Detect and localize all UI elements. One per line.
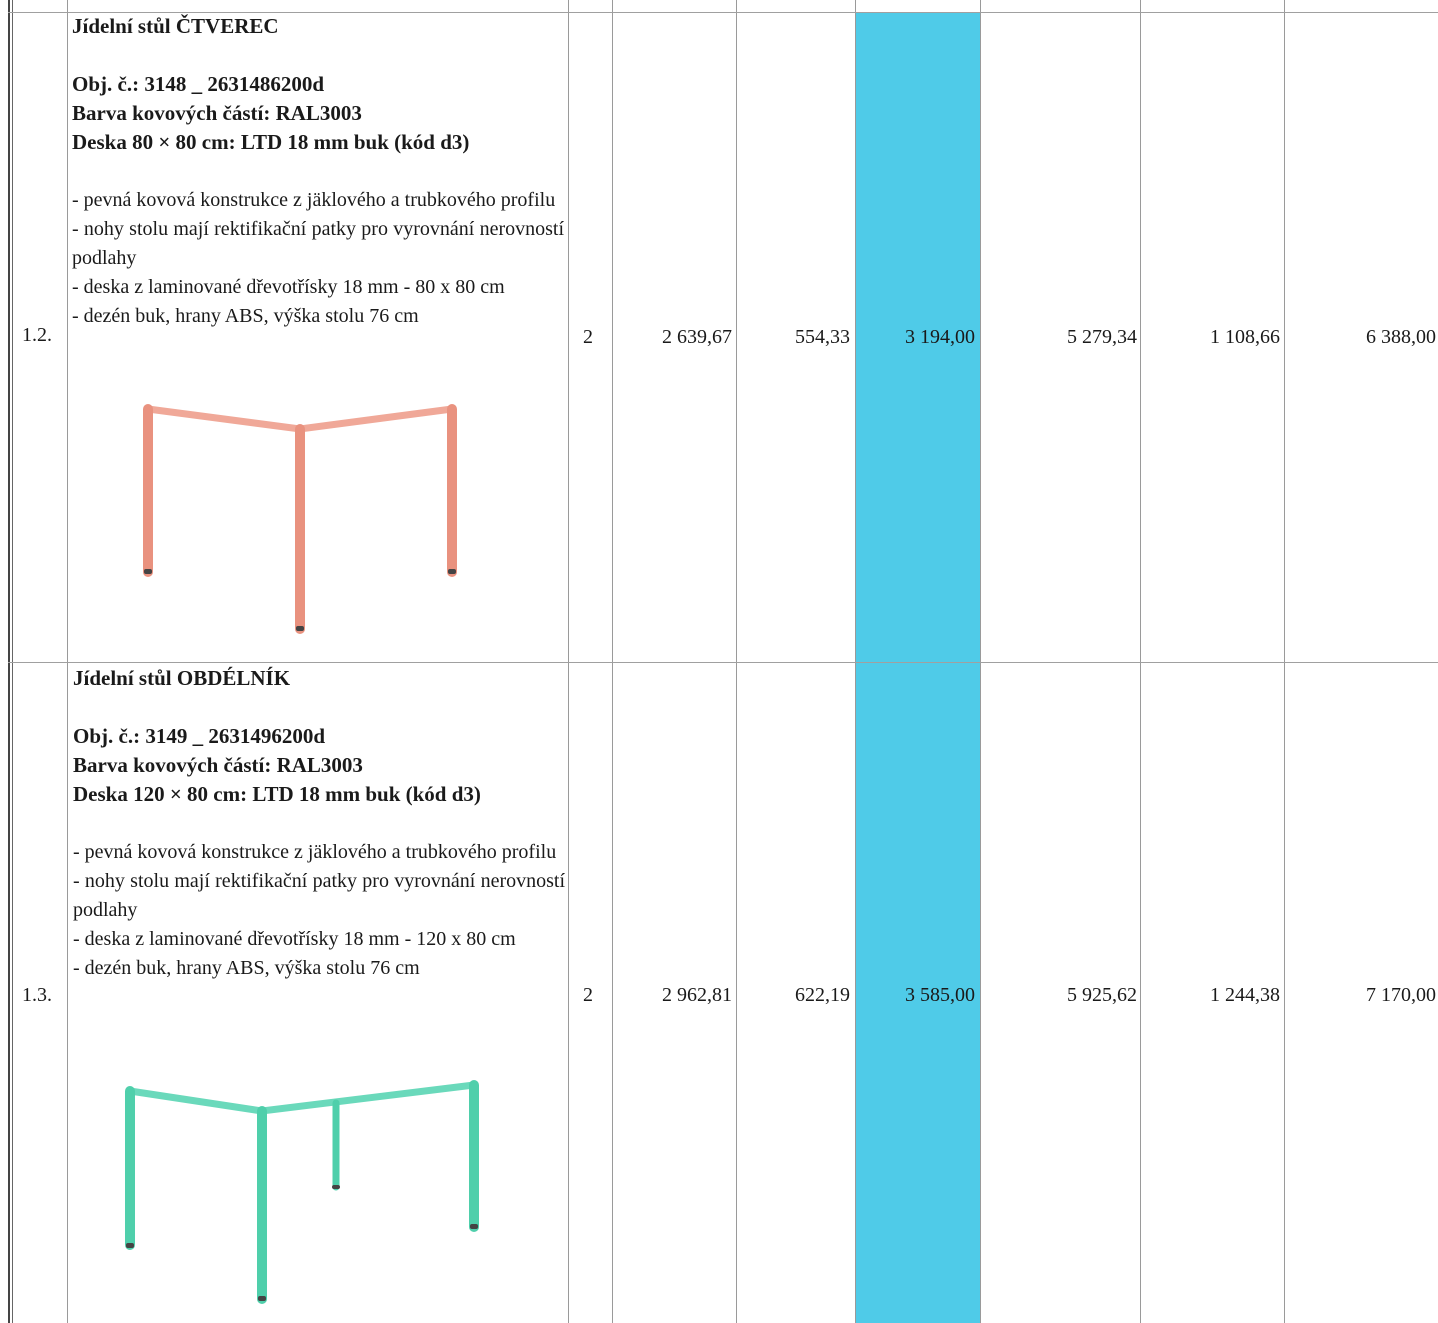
- unit-price-cell: 2 962,81: [662, 984, 732, 1006]
- item-color: Barva kovových částí: RAL3003: [73, 753, 363, 777]
- item-board: Deska 80 × 80 cm: LTD 18 mm buk (kód d3): [72, 130, 470, 154]
- item-description: Jídelní stůl OBDÉLNÍK Obj. č.: 3149 _ 26…: [73, 664, 565, 983]
- table-row: 1.2. Jídelní stůl ČTVEREC Obj. č.: 3148 …: [0, 12, 1438, 662]
- row-divider: [8, 662, 1438, 663]
- column-divider: [612, 0, 613, 1323]
- unit-price-cell: 2 639,67: [662, 326, 732, 348]
- row-divider: [8, 12, 1438, 13]
- item-order-number: Obj. č.: 3149 _ 2631496200d: [73, 724, 325, 748]
- item-feature: - deska z laminované dřevotřísky 18 mm -…: [73, 928, 516, 950]
- highlighted-column: [855, 12, 980, 1323]
- item-feature: - nohy stolu mají rektifikační patky pro…: [73, 870, 565, 921]
- item-number: 1.3.: [22, 984, 52, 1006]
- item-title: Jídelní stůl OBDÉLNÍK: [73, 666, 291, 690]
- sum-cell: 5 279,34: [1067, 326, 1137, 348]
- column-divider: [1140, 0, 1141, 1323]
- column-divider: [568, 0, 569, 1323]
- item-board: Deska 120 × 80 cm: LTD 18 mm buk (kód d3…: [73, 782, 481, 806]
- column-divider: [855, 0, 856, 1323]
- item-feature: - nohy stolu mají rektifikační patky pro…: [72, 218, 564, 269]
- item-title: Jídelní stůl ČTVEREC: [72, 14, 279, 38]
- table-left-border-inner: [12, 0, 13, 1323]
- table-row: 1.3. Jídelní stůl OBDÉLNÍK Obj. č.: 3149…: [0, 662, 1438, 1323]
- grand-total-cell: 7 170,00: [1366, 984, 1436, 1006]
- unit-total-cell: 3 585,00: [905, 984, 975, 1006]
- column-divider: [736, 0, 737, 1323]
- item-order-number: Obj. č.: 3148 _ 2631486200d: [72, 72, 324, 96]
- item-number: 1.2.: [22, 324, 52, 346]
- sum-vat-cell: 1 108,66: [1210, 326, 1280, 348]
- column-divider: [1284, 0, 1285, 1323]
- column-divider: [980, 0, 981, 1323]
- rectangle-table-illustration: [125, 1080, 479, 1304]
- vat-cell: 622,19: [795, 984, 850, 1006]
- square-table-illustration: [143, 404, 457, 634]
- sum-cell: 5 925,62: [1067, 984, 1137, 1006]
- sum-vat-cell: 1 244,38: [1210, 984, 1280, 1006]
- item-feature: - deska z laminované dřevotřísky 18 mm -…: [72, 276, 505, 298]
- table-left-border: [8, 0, 10, 1323]
- item-feature: - pevná kovová konstrukce z jäklového a …: [73, 841, 557, 863]
- item-color: Barva kovových částí: RAL3003: [72, 101, 362, 125]
- grand-total-cell: 6 388,00: [1366, 326, 1436, 348]
- quantity-cell: 2: [583, 984, 593, 1006]
- vat-cell: 554,33: [795, 326, 850, 348]
- item-feature: - dezén buk, hrany ABS, výška stolu 76 c…: [73, 957, 420, 979]
- item-description: Jídelní stůl ČTVEREC Obj. č.: 3148 _ 263…: [72, 12, 564, 331]
- column-divider: [67, 0, 68, 1323]
- unit-total-cell: 3 194,00: [905, 326, 975, 348]
- item-feature: - dezén buk, hrany ABS, výška stolu 76 c…: [72, 305, 419, 327]
- item-feature: - pevná kovová konstrukce z jäklového a …: [72, 189, 556, 211]
- quantity-cell: 2: [583, 326, 593, 348]
